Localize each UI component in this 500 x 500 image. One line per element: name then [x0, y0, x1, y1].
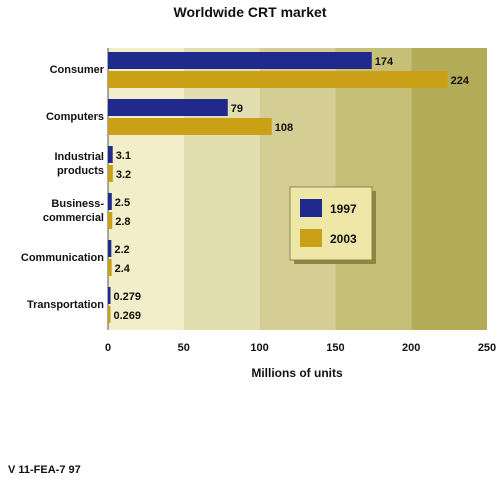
bar-2003: [108, 165, 113, 182]
bar-2003: [108, 306, 111, 323]
bar-2003: [108, 71, 448, 88]
category-label: Industrial: [54, 151, 104, 163]
x-axis-label: Millions of units: [251, 366, 343, 380]
x-tick-label: 100: [250, 342, 268, 354]
legend-box: [289, 186, 373, 261]
category-label: Transportation: [27, 299, 104, 311]
figure-code: V 11-FEA-7 97: [8, 464, 81, 476]
bar-value-label: 2.5: [115, 197, 130, 209]
plot-band-4: [411, 48, 487, 330]
x-tick-label: 0: [105, 342, 111, 354]
category-label: products: [57, 165, 104, 177]
bar-2003: [108, 212, 113, 229]
category-label: Computers: [46, 111, 104, 123]
bar-value-label: 3.2: [116, 169, 131, 181]
bar-2003: [108, 259, 112, 276]
bar-1997: [108, 52, 372, 69]
bar-value-label: 108: [275, 122, 293, 134]
bar-value-label: 2.8: [115, 216, 130, 228]
legend-label: 1997: [330, 202, 357, 216]
bar-value-label: 0.269: [114, 310, 142, 322]
bar-1997: [108, 99, 228, 116]
x-tick-label: 150: [326, 342, 344, 354]
bar-2003: [108, 118, 272, 135]
bar-1997: [108, 240, 112, 257]
x-tick-label: 50: [178, 342, 190, 354]
bar-1997: [108, 146, 113, 163]
legend-swatch-1997: [300, 199, 322, 217]
bar-1997: [108, 287, 111, 304]
bar-value-label: 0.279: [114, 291, 142, 303]
chart-title: Worldwide CRT market: [173, 4, 327, 20]
category-label: Communication: [21, 252, 104, 264]
bar-value-label: 174: [375, 56, 394, 68]
bar-value-label: 79: [231, 103, 243, 115]
legend-swatch-2003: [300, 229, 322, 247]
bar-value-label: 2.4: [115, 263, 131, 275]
category-label: Business-: [51, 198, 104, 210]
x-tick-label: 200: [402, 342, 420, 354]
plot-band-0: [108, 48, 184, 330]
plot-band-1: [183, 48, 260, 330]
x-tick-label: 250: [478, 342, 496, 354]
bar-1997: [108, 193, 112, 210]
bar-value-label: 224: [451, 75, 470, 87]
legend-label: 2003: [330, 232, 357, 246]
category-label: commercial: [43, 212, 104, 224]
bar-value-label: 3.1: [116, 150, 131, 162]
category-label: Consumer: [50, 64, 105, 76]
bar-value-label: 2.2: [114, 244, 129, 256]
